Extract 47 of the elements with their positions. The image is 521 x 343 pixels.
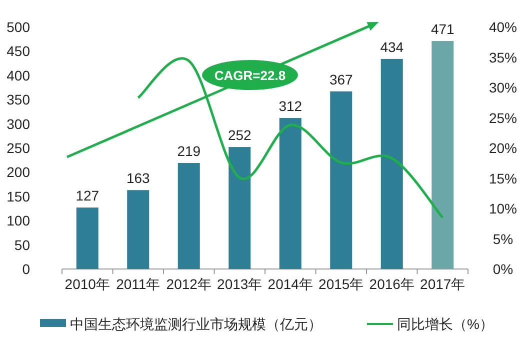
- data-label: 367: [329, 71, 354, 88]
- x-tick-label: 2012年: [166, 276, 212, 292]
- x-tick-label: 2013年: [217, 276, 262, 292]
- data-label: 434: [380, 38, 404, 55]
- data-label: 219: [177, 143, 201, 160]
- y2-tick-label: 35%: [488, 49, 518, 66]
- y2-tick-label: 30%: [488, 80, 518, 96]
- bar: [228, 147, 251, 269]
- x-tick-label: 2015年: [318, 276, 364, 292]
- y-tick-label: 500: [6, 19, 30, 35]
- y-tick-label: 0: [22, 261, 30, 277]
- y2-tick-label: 0%: [492, 261, 514, 277]
- y-tick-label: 400: [6, 67, 30, 84]
- y-tick-label: 200: [6, 164, 30, 180]
- y-tick-label: 150: [6, 188, 30, 204]
- x-tick-label: 2011年: [116, 276, 160, 292]
- bar: [127, 190, 150, 269]
- data-label: 252: [228, 127, 252, 144]
- y-tick-label: 450: [6, 43, 30, 60]
- y2-tick-label: 20%: [488, 140, 518, 156]
- bar: [76, 208, 98, 269]
- x-tick-label: 2014年: [268, 276, 313, 292]
- y-tick-label: 250: [6, 140, 30, 156]
- bar: [279, 118, 302, 269]
- legend-label: 同比增长（%）: [397, 316, 494, 332]
- data-label: 127: [76, 188, 100, 204]
- data-label: 471: [430, 21, 455, 38]
- y2-tick-label: 15%: [488, 170, 518, 186]
- bar: [432, 41, 454, 269]
- x-tick-label: 2017年: [420, 276, 466, 292]
- bar: [330, 91, 352, 269]
- legend-label: 中国生态环境监测行业市场规模（亿元）: [70, 316, 322, 332]
- y2-tick-label: 40%: [488, 19, 518, 35]
- y2-tick-label: 25%: [488, 110, 518, 126]
- y-tick-label: 100: [6, 212, 30, 229]
- x-tick-label: 2016年: [369, 276, 414, 292]
- y2-tick-label: 10%: [488, 200, 518, 216]
- bar: [380, 58, 403, 269]
- x-tick-label: 2010年: [64, 276, 110, 292]
- annotation: CAGR=22.8: [214, 68, 286, 83]
- data-label: 312: [278, 98, 302, 114]
- data-label: 163: [126, 170, 150, 186]
- y-tick-label: 50: [14, 236, 30, 253]
- y-tick-label: 350: [6, 92, 30, 108]
- y2-tick-label: 5%: [492, 230, 514, 247]
- y-tick-label: 300: [6, 116, 30, 132]
- bar: [178, 163, 200, 269]
